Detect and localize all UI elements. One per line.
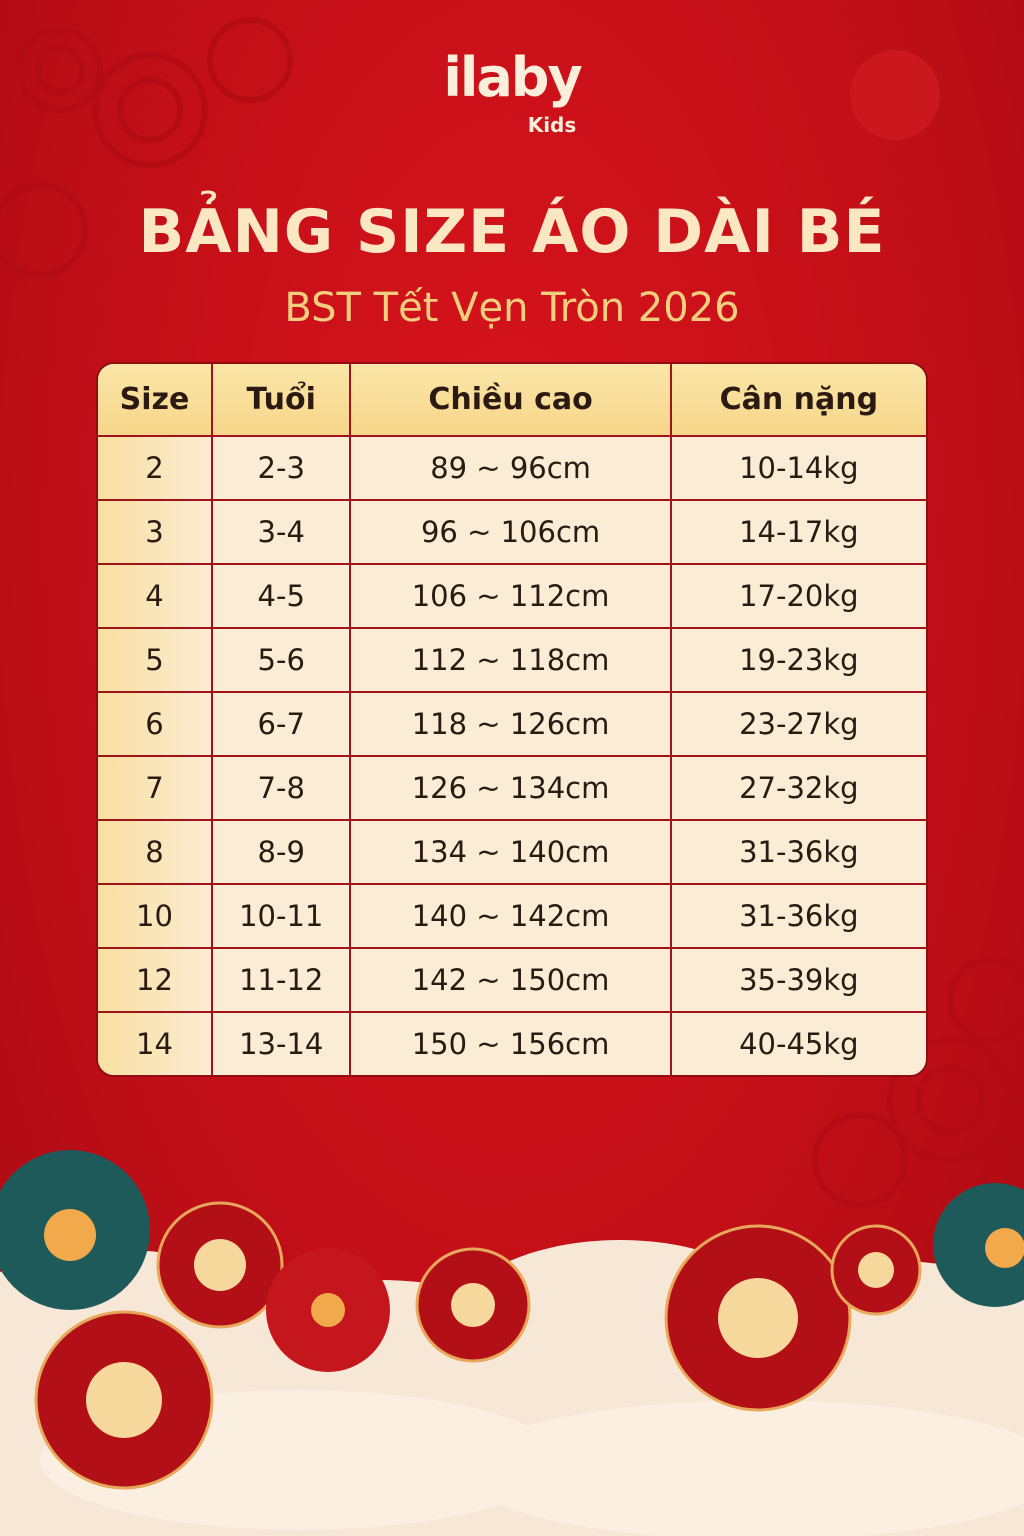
- table-row: 7 7-8 126 ~ 134cm 27-32kg: [98, 757, 926, 821]
- table-row: 12 11-12 142 ~ 150cm 35-39kg: [98, 949, 926, 1013]
- table-cell: 10: [98, 885, 214, 949]
- table-cell: 8-9: [213, 821, 352, 885]
- table-row: 2 2-3 89 ~ 96cm 10-14kg: [98, 437, 926, 501]
- logo-sub: Kids: [527, 113, 577, 137]
- table-cell: 2: [98, 437, 214, 501]
- table-row: 14 13-14 150 ~ 156cm 40-45kg: [98, 1013, 926, 1075]
- table-cell: 142 ~ 150cm: [351, 949, 672, 1013]
- table-cell: 40-45kg: [739, 1027, 859, 1061]
- table-cell: 7-8: [213, 757, 352, 821]
- table-row: 8 8-9 134 ~ 140cm 31-36kg: [98, 821, 926, 885]
- table-cell: 23-27kg: [671, 693, 926, 757]
- table-cell: 5-6: [213, 629, 352, 693]
- table-cell: 35-39kg: [671, 949, 926, 1013]
- table-row: 6 6-7 118 ~ 126cm 23-27kg: [98, 693, 926, 757]
- red-flower-icon: [266, 1248, 390, 1372]
- logo-brand: ilaby: [443, 46, 582, 109]
- table-row: 5 5-6 112 ~ 118cm 19-23kg: [98, 629, 926, 693]
- table-header-row: Size Tuổi Chiều cao Cân nặng: [98, 364, 926, 437]
- table-cell: 96 ~ 106cm: [351, 501, 672, 565]
- table-cell: 118 ~ 126cm: [351, 693, 672, 757]
- table-cell: 112 ~ 118cm: [351, 629, 672, 693]
- table-row: 10 10-11 140 ~ 142cm 31-36kg: [98, 885, 926, 949]
- size-table: Size Tuổi Chiều cao Cân nặng 2 2-3 89 ~ 96cm 1…: [96, 362, 928, 1077]
- column-header: Tuổi: [213, 364, 352, 437]
- table-cell: 2-3: [213, 437, 352, 501]
- table-cell: 10-14kg: [671, 437, 926, 501]
- table-cell: 150 ~ 156cm: [351, 1013, 672, 1075]
- table-cell: 89 ~ 96cm: [351, 437, 672, 501]
- table-cell: 3-4: [213, 501, 352, 565]
- table-cell: 11-12: [213, 949, 352, 1013]
- column-header: Cân nặng: [671, 364, 926, 437]
- plum-blossom-icon: [850, 50, 940, 140]
- column-header: Chiều cao: [351, 364, 672, 437]
- column-header: Size: [98, 364, 214, 437]
- cloud-swirl-icon: [0, 17, 1024, 1208]
- table-cell: 14-17kg: [671, 501, 926, 565]
- table-cell: 140 ~ 142cm: [351, 885, 672, 949]
- table-cell: 31-36kg: [671, 885, 926, 949]
- table-cell: 17-20kg: [671, 565, 926, 629]
- table-cell: 4-5: [213, 565, 352, 629]
- table-cell: 12: [98, 949, 214, 1013]
- table-cell: 7: [98, 757, 214, 821]
- table-cell: 5: [98, 629, 214, 693]
- table-cell: 3: [98, 501, 214, 565]
- table-cell: 14: [98, 1013, 214, 1075]
- table-row: 4 4-5 106 ~ 112cm 17-20kg: [98, 565, 926, 629]
- page-title: BẢNG SIZE ÁO DÀI BÉ: [138, 197, 886, 267]
- table-cell: 31-36kg: [671, 821, 926, 885]
- table-cell: 27-32kg: [671, 757, 926, 821]
- table-cell: 8: [98, 821, 214, 885]
- table-row: 3 3-4 96 ~ 106cm 14-17kg: [98, 501, 926, 565]
- paper-fan-icon: [34, 1201, 922, 1490]
- table-cell: 4: [98, 565, 214, 629]
- table-cell: 19-23kg: [671, 629, 926, 693]
- table-cell: 6-7: [213, 693, 352, 757]
- page-subtitle: BST Tết Vẹn Tròn 2026: [284, 285, 740, 331]
- brand-logo: ilaby Kids: [0, 46, 1024, 138]
- teal-flower-icon: [0, 1150, 1024, 1310]
- table-cell: 126 ~ 134cm: [351, 757, 672, 821]
- table-cell: 106 ~ 112cm: [351, 565, 672, 629]
- table-cell: 134 ~ 140cm: [351, 821, 672, 885]
- table-cell: 10-11: [213, 885, 352, 949]
- table-cell: 6: [98, 693, 214, 757]
- table-cell: 13-14: [213, 1013, 352, 1075]
